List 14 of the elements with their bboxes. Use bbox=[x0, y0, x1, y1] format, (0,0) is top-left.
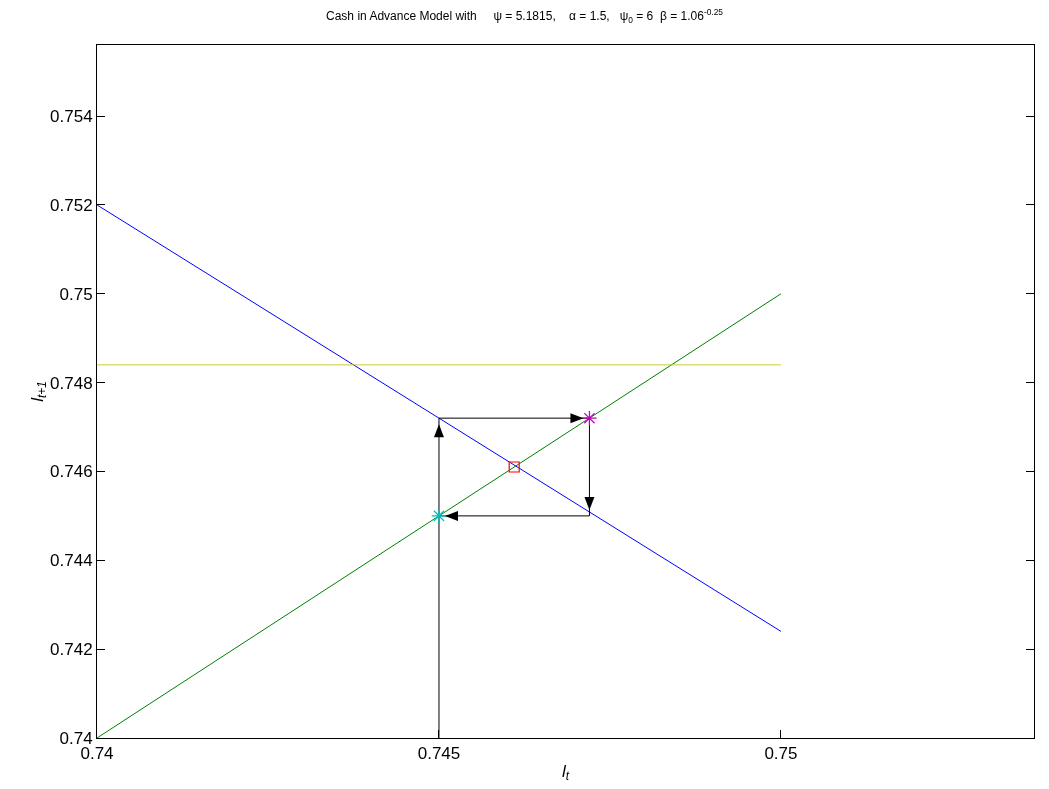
y-tick-label: 0.75 bbox=[59, 284, 93, 304]
point bbox=[431, 508, 447, 524]
x-tick-label: 0.75 bbox=[764, 744, 798, 764]
y-tick-label: 0.742 bbox=[50, 640, 93, 660]
x-axis-title: l$_{t}$ bbox=[561, 761, 570, 784]
y-tick-label: 0.748 bbox=[50, 373, 93, 393]
point bbox=[508, 461, 520, 473]
x-tick-label: 0.745 bbox=[417, 744, 461, 764]
y-tick-label: 0.746 bbox=[50, 462, 93, 482]
chart-title: Cash in Advance Model with ψ = 5.1815, α = 1.5, ψ$_{0}$ = 6 β = 1.06$^{-0.25}$ bbox=[326, 7, 724, 25]
y-tick-label: 0.752 bbox=[50, 195, 93, 215]
y-tick-label: 0.754 bbox=[50, 107, 93, 127]
point bbox=[581, 410, 598, 426]
y-tick-label: 0.744 bbox=[50, 551, 93, 571]
